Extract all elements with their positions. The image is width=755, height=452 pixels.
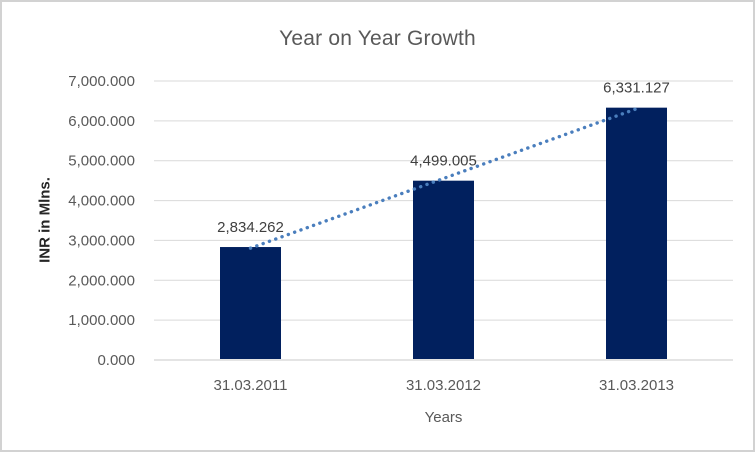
y-tick-label: 2,000.000 bbox=[68, 272, 135, 289]
x-axis-title: Years bbox=[424, 409, 463, 426]
y-tick-label: 3,000.000 bbox=[68, 232, 135, 249]
y-tick-label: 1,000.000 bbox=[68, 312, 135, 329]
x-tick-label: 31.03.2011 bbox=[214, 377, 288, 394]
y-tick-label: 0.000 bbox=[97, 352, 135, 369]
chart-title: Year on Year Growth bbox=[279, 27, 476, 50]
bar bbox=[606, 107, 667, 360]
bar-value-label: 2,834.262 bbox=[217, 219, 284, 236]
y-tick-label: 4,000.000 bbox=[68, 193, 135, 210]
trendline bbox=[248, 107, 639, 250]
y-tick-label: 6,000.000 bbox=[68, 113, 135, 130]
x-tick-label: 31.03.2012 bbox=[406, 377, 481, 394]
bar bbox=[220, 247, 281, 359]
x-tick-label: 31.03.2013 bbox=[599, 377, 674, 394]
bar-value-label: 4,499.005 bbox=[410, 153, 477, 170]
bar bbox=[413, 180, 474, 359]
bar-value-label: 6,331.127 bbox=[603, 80, 670, 97]
y-tick-label: 5,000.000 bbox=[68, 153, 135, 170]
y-tick-label: 7,000.000 bbox=[68, 73, 135, 90]
